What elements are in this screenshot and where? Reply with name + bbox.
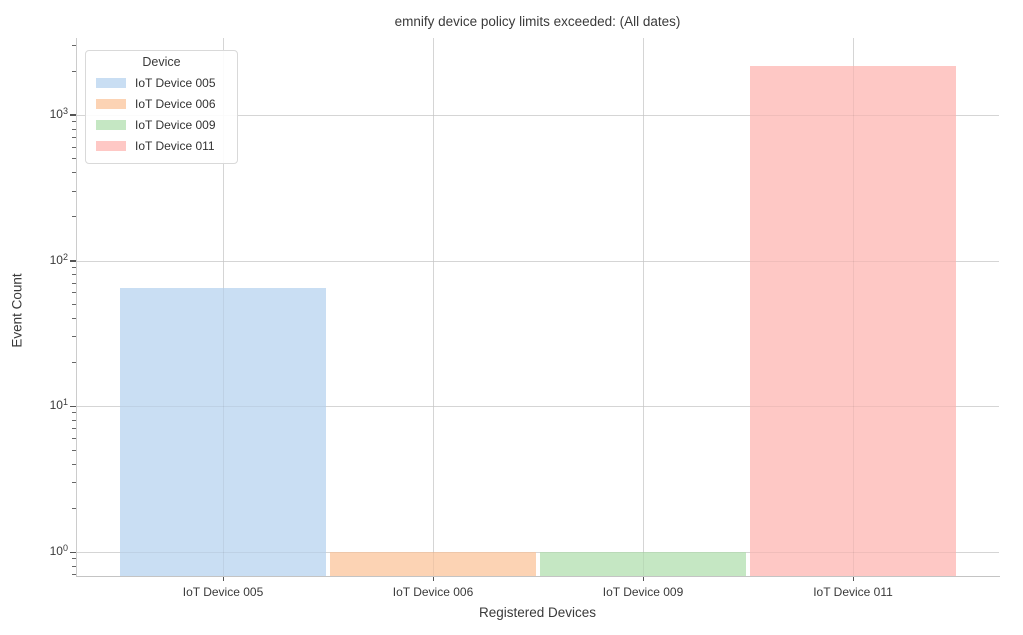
legend-title: Device: [142, 55, 181, 69]
y-minor-tick: [72, 507, 76, 509]
y-minor-tick: [72, 266, 76, 268]
legend-item: IoT Device 011: [86, 135, 237, 156]
y-minor-tick: [72, 172, 76, 174]
y-minor-tick: [72, 318, 76, 320]
x-tick-label: IoT Device 011: [813, 585, 893, 599]
y-minor-tick: [72, 292, 76, 294]
y-minor-tick: [72, 158, 76, 160]
y-minor-tick: [72, 44, 76, 46]
x-gridline: [643, 38, 644, 576]
y-major-tick: [70, 551, 76, 553]
x-tick-label: IoT Device 009: [602, 585, 684, 599]
y-minor-tick: [72, 128, 76, 130]
y-gridline: [76, 114, 999, 116]
y-minor-tick: [72, 216, 76, 218]
bar-iot-device-009: [540, 552, 746, 576]
y-major-tick: [70, 405, 76, 408]
x-gridline-overlay: [433, 38, 434, 576]
y-axis-spine: [76, 38, 77, 577]
y-gridline-overlay: [76, 552, 999, 553]
x-tick: [432, 577, 434, 581]
x-gridline: [433, 38, 434, 576]
y-tick-label: 103: [49, 105, 68, 121]
x-tick: [222, 577, 224, 581]
y-minor-tick: [72, 282, 76, 284]
bar-iot-device-006: [330, 552, 536, 576]
y-tick-label: 101: [49, 397, 68, 413]
chart-title: emnify device policy limits exceeded: (A…: [394, 14, 681, 29]
x-gridline-overlay: [643, 38, 644, 576]
y-axis-label: Event Count: [9, 273, 25, 348]
y-minor-tick: [72, 558, 76, 560]
legend-label: IoT Device 005: [135, 75, 216, 90]
x-tick: [642, 577, 644, 581]
y-gridline-overlay: [76, 406, 999, 408]
bar-iot-device-011: [750, 65, 956, 576]
y-gridline-overlay: [76, 114, 999, 116]
y-minor-tick: [72, 412, 76, 414]
legend-swatch: [96, 98, 126, 109]
legend-item: IoT Device 006: [86, 93, 237, 114]
y-minor-tick: [72, 481, 76, 483]
y-minor-tick: [72, 303, 76, 305]
x-axis-label: Registered Devices: [478, 605, 597, 620]
y-minor-tick: [72, 419, 76, 421]
legend-label: IoT Device 009: [135, 117, 216, 132]
x-gridline-overlay: [223, 38, 224, 576]
y-gridline-overlay: [76, 260, 999, 262]
y-minor-tick: [72, 449, 76, 451]
y-minor-tick: [72, 336, 76, 338]
y-gridline: [76, 260, 999, 262]
legend-swatch: [96, 77, 126, 88]
y-tick-label: 102: [49, 251, 68, 267]
x-tick-label: IoT Device 006: [392, 585, 474, 599]
y-minor-tick: [72, 121, 76, 123]
y-gridline: [76, 406, 999, 408]
y-minor-tick: [72, 190, 76, 192]
legend-items: IoT Device 005 IoT Device 006 IoT Device 0…: [86, 72, 237, 156]
y-major-tick: [70, 260, 76, 262]
legend-label: IoT Device 011: [135, 138, 215, 153]
x-gridline-overlay: [853, 38, 854, 576]
y-minor-tick: [72, 574, 76, 576]
legend-label: IoT Device 006: [135, 96, 216, 111]
y-minor-tick: [72, 428, 76, 430]
y-minor-tick: [72, 565, 76, 567]
legend: Device IoT Device 005 IoT Device 006 IoT D…: [85, 50, 238, 164]
x-axis-spine: [76, 576, 1000, 577]
x-tick: [852, 577, 854, 581]
legend-swatch: [96, 140, 126, 151]
x-tick-label: IoT Device 005: [182, 585, 264, 599]
legend-swatch: [96, 119, 126, 130]
y-minor-tick: [72, 70, 76, 72]
y-minor-tick: [72, 361, 76, 363]
y-minor-tick: [72, 438, 76, 440]
legend-item: IoT Device 005: [86, 72, 237, 93]
y-minor-tick: [72, 463, 76, 465]
y-minor-tick: [72, 136, 76, 138]
y-gridline: [76, 552, 999, 553]
bar-iot-device-005: [120, 287, 326, 576]
y-minor-tick: [72, 146, 76, 148]
y-tick-label: 100: [49, 543, 68, 558]
y-major-tick: [70, 114, 76, 116]
y-minor-tick: [72, 274, 76, 276]
legend-item: IoT Device 009: [86, 114, 237, 135]
